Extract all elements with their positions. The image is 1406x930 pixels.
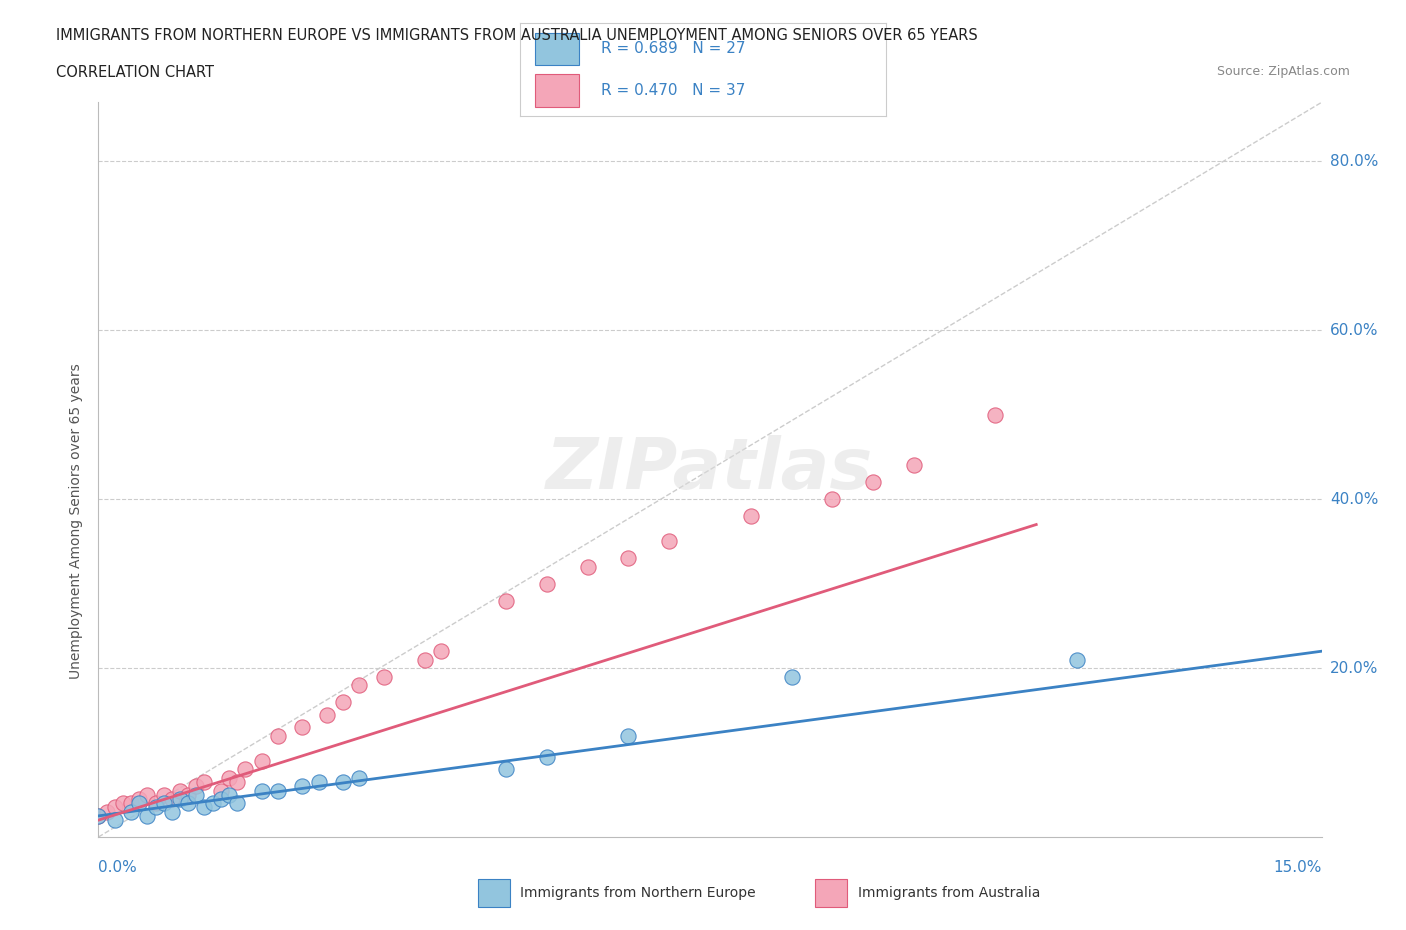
Point	[291, 720, 314, 735]
Point	[104, 800, 127, 815]
Text: Immigrants from Australia: Immigrants from Australia	[858, 885, 1040, 900]
Bar	[815, 879, 846, 907]
Point	[145, 800, 167, 815]
Text: IMMIGRANTS FROM NORTHERN EUROPE VS IMMIGRANTS FROM AUSTRALIA UNEMPLOYMENT AMONG : IMMIGRANTS FROM NORTHERN EUROPE VS IMMIG…	[56, 28, 979, 43]
Point	[128, 791, 150, 806]
Point	[160, 804, 183, 819]
Point	[332, 695, 354, 710]
Point	[96, 804, 118, 819]
Point	[315, 707, 337, 722]
Point	[1066, 652, 1088, 667]
Bar	[534, 74, 579, 107]
Point	[152, 796, 174, 811]
Point	[186, 788, 208, 803]
Point	[576, 559, 599, 574]
Point	[308, 775, 330, 790]
Point	[349, 770, 371, 785]
Point	[152, 788, 174, 803]
Point	[193, 775, 215, 790]
Point	[111, 796, 134, 811]
Point	[617, 551, 640, 565]
Text: Unemployment Among Seniors over 65 years: Unemployment Among Seniors over 65 years	[69, 364, 83, 679]
Point	[218, 770, 240, 785]
Point	[87, 808, 110, 823]
Point	[186, 779, 208, 794]
Point	[413, 652, 436, 667]
Bar	[478, 879, 510, 907]
Point	[332, 775, 354, 790]
Point	[780, 669, 803, 684]
Text: 0.0%: 0.0%	[98, 860, 138, 875]
Point	[136, 808, 159, 823]
Point	[349, 678, 371, 693]
Point	[821, 492, 844, 507]
Text: 60.0%: 60.0%	[1330, 323, 1378, 338]
Point	[373, 669, 395, 684]
Point	[120, 796, 142, 811]
Point	[177, 796, 200, 811]
Point	[218, 788, 240, 803]
Text: ZIPatlas: ZIPatlas	[547, 435, 873, 504]
Point	[87, 808, 110, 823]
Text: 15.0%: 15.0%	[1274, 860, 1322, 875]
Point	[177, 788, 200, 803]
Point	[903, 458, 925, 472]
Point	[145, 796, 167, 811]
Point	[536, 750, 558, 764]
Point	[128, 796, 150, 811]
Text: 40.0%: 40.0%	[1330, 492, 1378, 507]
Text: CORRELATION CHART: CORRELATION CHART	[56, 65, 214, 80]
Point	[250, 783, 273, 798]
Point	[267, 728, 290, 743]
Point	[104, 813, 127, 828]
Point	[209, 791, 232, 806]
Point	[201, 796, 224, 811]
Bar	[534, 33, 579, 65]
Point	[495, 593, 517, 608]
Point	[169, 791, 191, 806]
Text: 80.0%: 80.0%	[1330, 153, 1378, 169]
Point	[740, 509, 762, 524]
Text: R = 0.689   N = 27: R = 0.689 N = 27	[600, 41, 745, 57]
Point	[209, 783, 232, 798]
Point	[160, 791, 183, 806]
Point	[136, 788, 159, 803]
Point	[250, 753, 273, 768]
Point	[984, 407, 1007, 422]
Point	[862, 475, 884, 490]
Point	[536, 577, 558, 591]
Point	[226, 796, 249, 811]
Point	[233, 762, 256, 777]
Point	[430, 644, 453, 658]
Text: Immigrants from Northern Europe: Immigrants from Northern Europe	[520, 885, 756, 900]
Point	[169, 783, 191, 798]
Text: R = 0.470   N = 37: R = 0.470 N = 37	[600, 83, 745, 99]
Point	[658, 534, 681, 549]
Point	[617, 728, 640, 743]
Point	[226, 775, 249, 790]
Point	[267, 783, 290, 798]
Point	[495, 762, 517, 777]
Text: 20.0%: 20.0%	[1330, 660, 1378, 675]
Point	[120, 804, 142, 819]
Text: Source: ZipAtlas.com: Source: ZipAtlas.com	[1216, 65, 1350, 78]
Point	[193, 800, 215, 815]
Point	[291, 779, 314, 794]
